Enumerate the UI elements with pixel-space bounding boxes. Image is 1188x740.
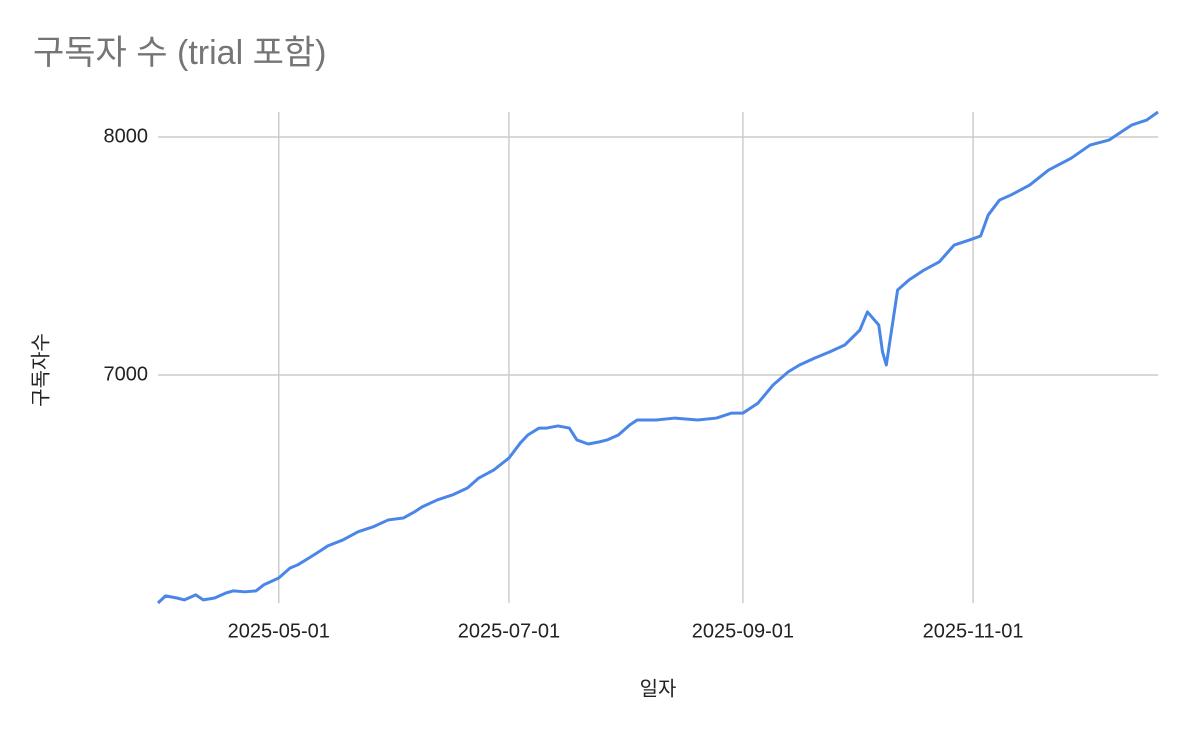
y-tick-label: 8000 [104,125,149,147]
data-line [156,110,1159,605]
x-axis-label: 일자 [640,677,677,700]
x-tick-label: 2025-07-01 [458,620,560,642]
x-tick-label: 2025-05-01 [228,620,330,642]
x-tick-label: 2025-11-01 [923,620,1024,642]
chart-title: 구독자 수 (trial 포함) [33,34,326,72]
x-tick-label: 2025-09-01 [692,620,794,642]
y-tick-label: 7000 [104,363,149,385]
y-axis-label: 구독자수 [29,333,52,407]
